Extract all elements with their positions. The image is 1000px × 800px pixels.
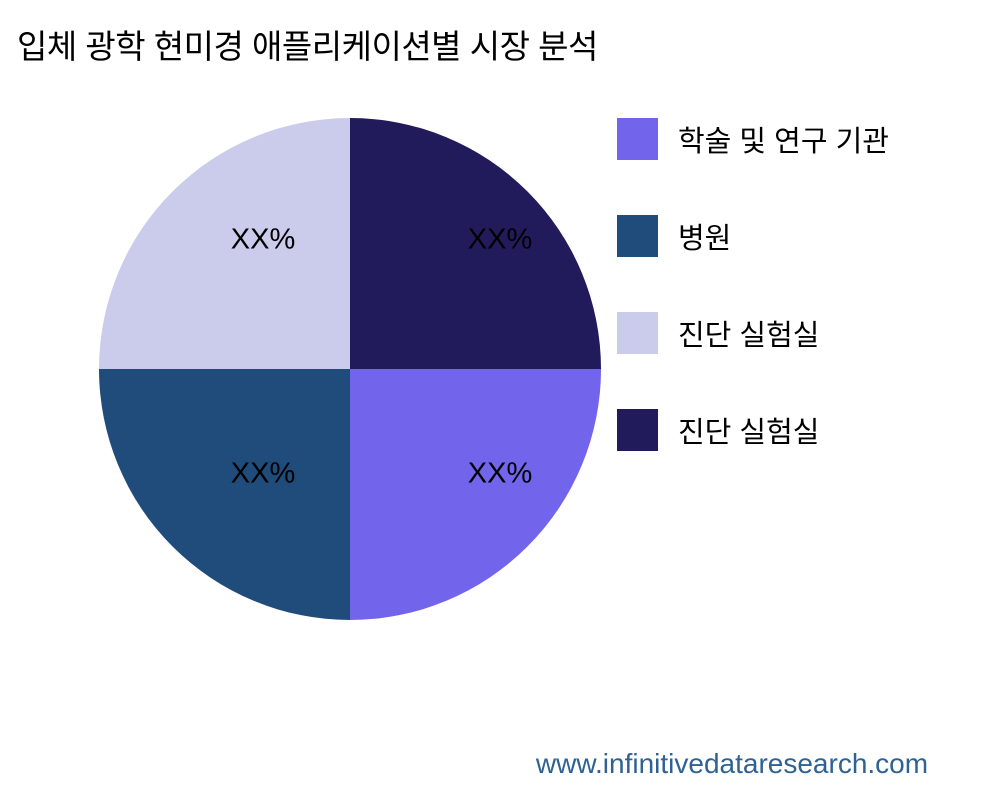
legend-label-diagnostic-lab-2: 진단 실험실 <box>678 417 820 449</box>
legend-item-diagnostic-lab-2: 진단 실험실 <box>617 409 889 451</box>
legend-swatch-icon <box>617 312 658 354</box>
website-url: www.infinitivedataresearch.com <box>535 748 929 779</box>
legend-item-academic: 학술 및 연구 기관 <box>617 118 889 160</box>
legend-item-hospital: 병원 <box>617 215 889 257</box>
legend-swatch-icon <box>617 215 658 257</box>
pie-chart <box>99 118 601 620</box>
legend-swatch-icon <box>617 409 658 451</box>
chart-legend: 학술 및 연구 기관 병원 진단 실험실 진단 실험실 <box>617 118 889 451</box>
pie-slice-label-diagnostic-lab-2: XX% <box>467 223 533 256</box>
pie-slice-label-diagnostic-lab-1: XX% <box>230 223 296 256</box>
legend-swatch-icon <box>617 118 658 160</box>
pie-slice-label-hospital: XX% <box>230 457 296 490</box>
legend-label-hospital: 병원 <box>678 223 732 255</box>
legend-item-diagnostic-lab-1: 진단 실험실 <box>617 312 889 354</box>
page-title: 입체 광학 현미경 애플리케이션별 시장 분석 <box>17 28 598 65</box>
legend-label-academic: 학술 및 연구 기관 <box>678 126 889 158</box>
pie-slice-label-academic: XX% <box>467 457 533 490</box>
legend-label-diagnostic-lab-1: 진단 실험실 <box>678 320 820 352</box>
